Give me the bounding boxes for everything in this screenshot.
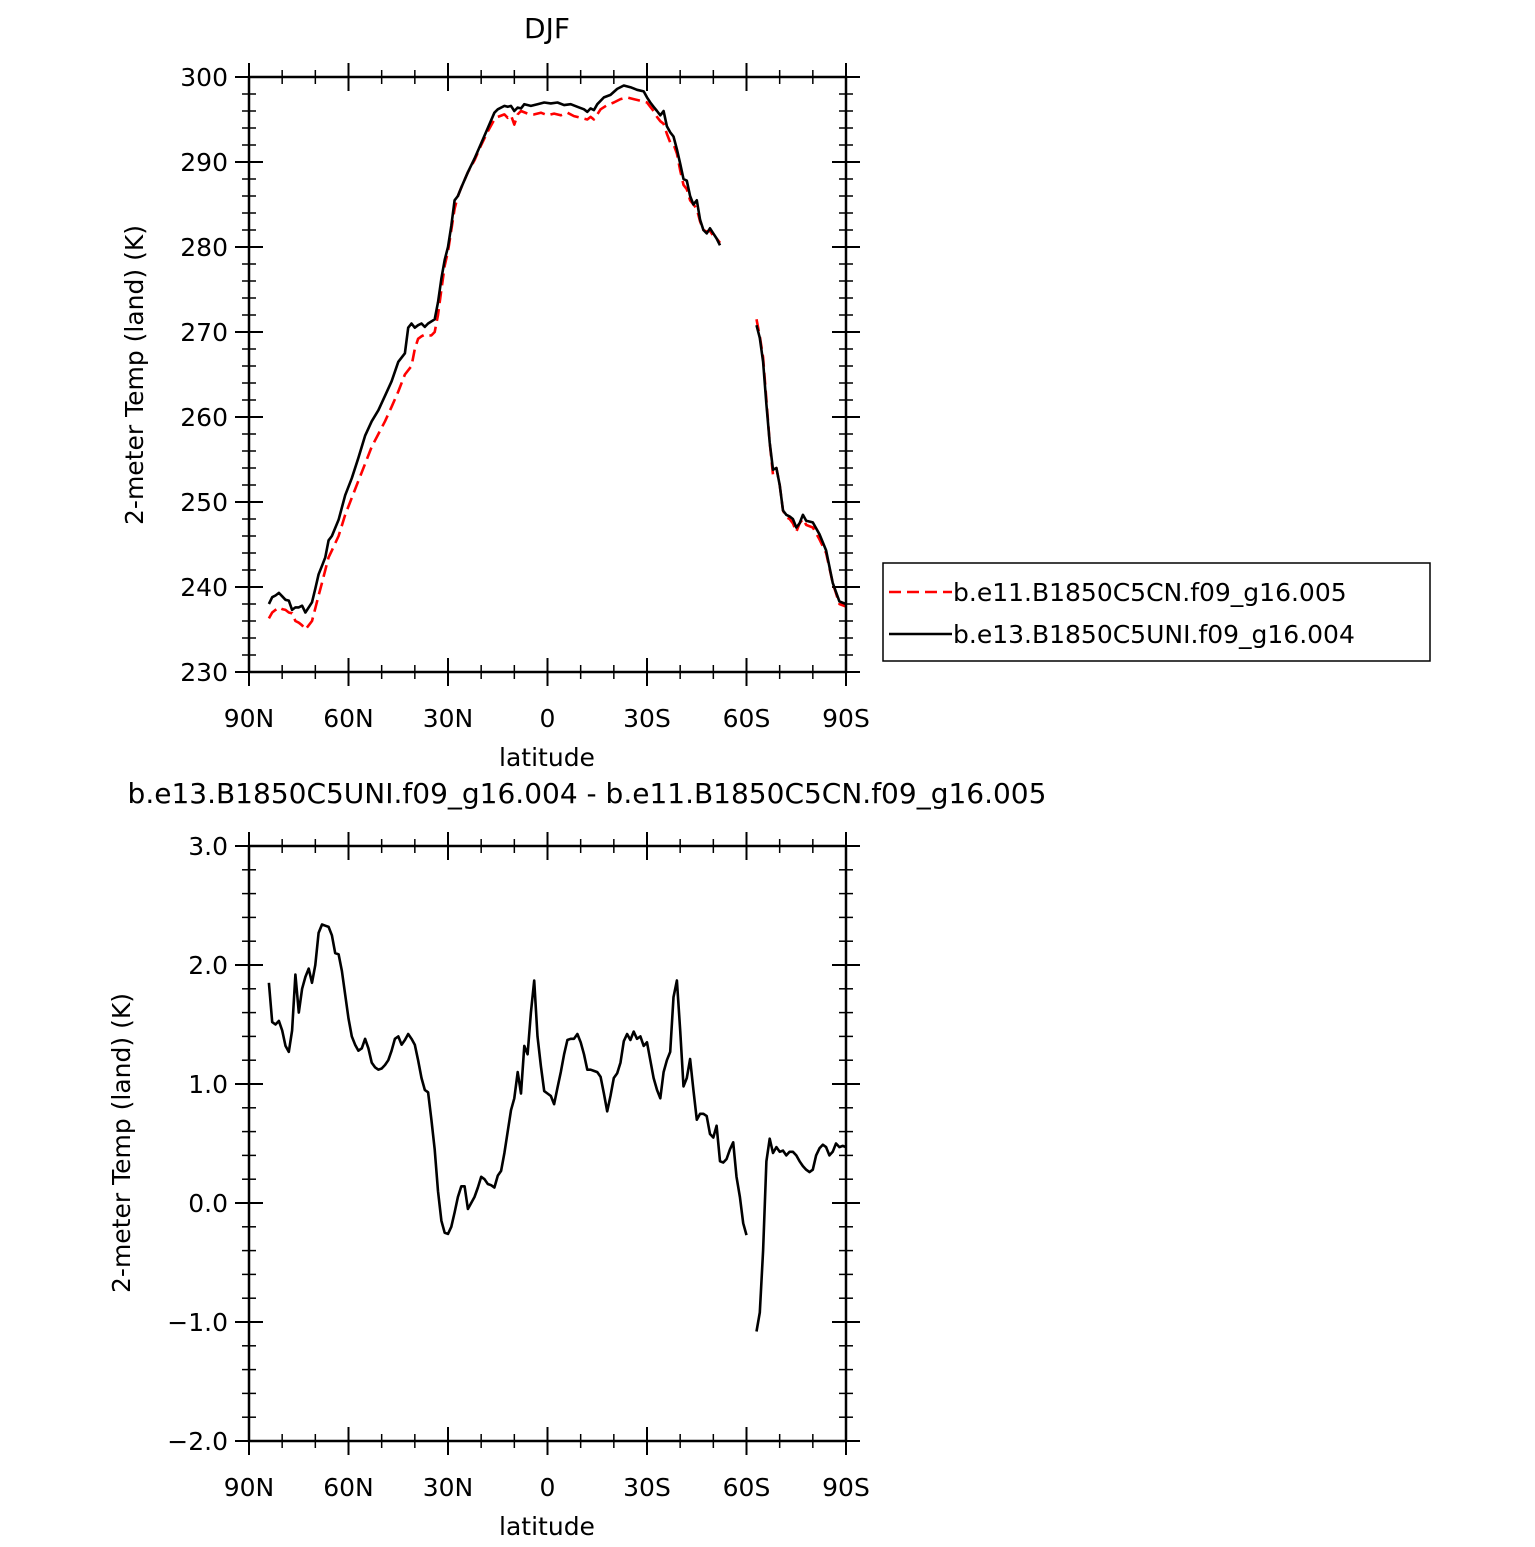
bottom-chart-lines xyxy=(267,923,847,1332)
series-2-line-segment-2 xyxy=(755,324,847,606)
y-tick-label: 1.0 xyxy=(188,1070,228,1099)
x-tick-label: 60N xyxy=(323,704,374,733)
legend-label-series-2: b.e13.B1850C5UNI.f09_g16.004 xyxy=(953,620,1355,649)
x-tick-label: 60N xyxy=(323,1473,374,1502)
x-tick-label: 90N xyxy=(224,704,275,733)
bottom-chart: b.e13.B1850C5UNI.f09_g16.004 - b.e11.B18… xyxy=(107,777,1046,1541)
top-chart-title: DJF xyxy=(524,12,570,45)
top-chart-ylabel: 2-meter Temp (land) (K) xyxy=(120,225,149,525)
y-tick-label: 270 xyxy=(180,318,228,347)
x-tick-label: 0 xyxy=(540,1473,556,1502)
y-tick-label: 290 xyxy=(180,148,228,177)
top-chart-xlabel: latitude xyxy=(499,743,595,772)
y-tick-label: −2.0 xyxy=(167,1427,228,1456)
top-chart-lines xyxy=(267,84,847,631)
bottom-chart-xlabel: latitude xyxy=(499,1512,595,1541)
x-tick-label: 90S xyxy=(822,1473,870,1502)
y-tick-label: 280 xyxy=(180,233,228,262)
x-tick-label: 30S xyxy=(623,704,671,733)
x-tick-label: 90N xyxy=(224,1473,275,1502)
x-tick-label: 60S xyxy=(723,704,771,733)
y-tick-label: 3.0 xyxy=(188,832,228,861)
x-tick-label: 30N xyxy=(423,704,474,733)
top-chart-ticks: 230 240 250 260 270 280 290 300 90N 60N 30N 0 30S 60S… xyxy=(180,63,870,733)
top-chart: DJF 230 240 250 260 270 280 290 300 90N 60N 30N 0 30… xyxy=(120,12,1431,772)
series-1-line-segment-2 xyxy=(755,1137,847,1332)
legend: b.e11.B1850C5CN.f09_g16.005 b.e13.B1850C… xyxy=(882,562,1431,662)
x-tick-label: 0 xyxy=(540,704,556,733)
y-tick-label: 260 xyxy=(180,403,228,432)
x-tick-label: 30N xyxy=(423,1473,474,1502)
x-tick-label: 60S xyxy=(723,1473,771,1502)
series-2-line-segment-1 xyxy=(267,84,722,614)
series-1-line-segment-1 xyxy=(267,96,722,631)
y-tick-label: 300 xyxy=(180,63,228,92)
x-tick-label: 30S xyxy=(623,1473,671,1502)
bottom-chart-ticks: −2.0 −1.0 0.0 1.0 2.0 3.0 90N 60N 30N 0 30S 60S 90S xyxy=(167,832,870,1502)
bottom-chart-ylabel: 2-meter Temp (land) (K) xyxy=(107,993,136,1293)
top-chart-frame xyxy=(247,75,848,674)
y-tick-label: −1.0 xyxy=(167,1308,228,1337)
y-tick-label: 2.0 xyxy=(188,951,228,980)
legend-box xyxy=(882,562,1431,662)
y-tick-label: 0.0 xyxy=(188,1189,228,1218)
bottom-chart-title: b.e13.B1850C5UNI.f09_g16.004 - b.e11.B18… xyxy=(128,777,1047,810)
y-tick-label: 230 xyxy=(180,658,228,687)
series-1-line-segment-1 xyxy=(267,923,748,1236)
y-tick-label: 240 xyxy=(180,573,228,602)
series-1-line-segment-2 xyxy=(755,319,847,608)
legend-label-series-1: b.e11.B1850C5CN.f09_g16.005 xyxy=(953,578,1347,607)
bottom-chart-frame xyxy=(247,844,848,1443)
x-tick-label: 90S xyxy=(822,704,870,733)
y-tick-label: 250 xyxy=(180,488,228,517)
